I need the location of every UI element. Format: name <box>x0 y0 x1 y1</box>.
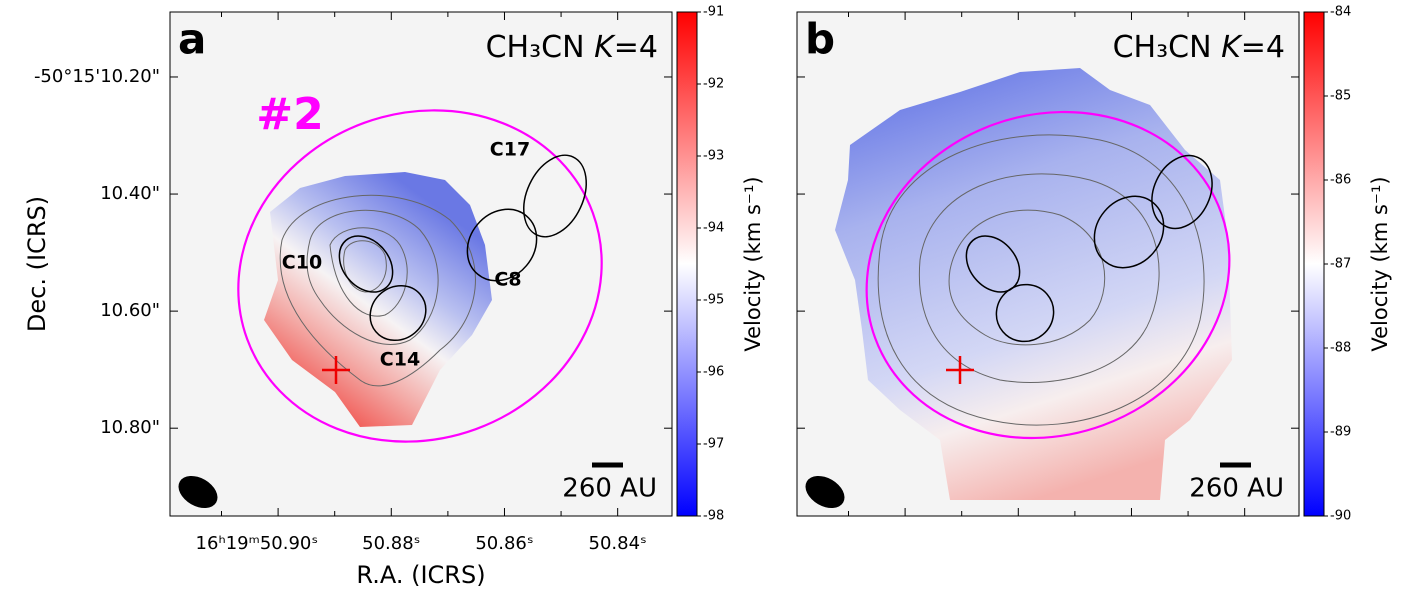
colorbar-tick-label: -98 <box>703 509 724 524</box>
colorbar-tick-label: -88 <box>1330 341 1351 356</box>
colorbar-tick-label: -87 <box>1330 257 1351 272</box>
panel-title: CH₃CN K=4 <box>1113 30 1285 65</box>
figure: 16ʰ19ᵐ50.90ˢ 50.88ˢ 50.86ˢ 50.84ˢ -50°15'10.… <box>0 0 1403 592</box>
title-part: CH₃CN <box>1113 30 1221 65</box>
title-part: CH₃CN <box>486 30 594 65</box>
colorbar-tick-label: -84 <box>1330 5 1351 20</box>
colorbar-tick-label: -85 <box>1330 89 1351 104</box>
x-tick-label: 50.86ˢ <box>475 533 533 554</box>
scale-bar-label: 260 AU <box>1189 474 1284 504</box>
title-part: =4 <box>614 30 658 65</box>
core-label: C10 <box>282 252 322 274</box>
colorbar-tick-label: -95 <box>703 293 724 308</box>
y-tick-label: 10.40" <box>100 183 160 204</box>
panel-label: b <box>805 15 835 64</box>
title-part: K <box>594 30 616 65</box>
colorbar-label: Velocity (km s⁻¹) <box>741 176 765 351</box>
scale-bar-label: 260 AU <box>562 474 657 504</box>
x-tick-label: 50.88ˢ <box>362 533 420 554</box>
x-axis-label: R.A. (ICRS) <box>356 561 485 589</box>
core-label: C8 <box>494 269 521 291</box>
x-tick-label: 50.84ˢ <box>589 533 647 554</box>
title-part: =4 <box>1241 30 1285 65</box>
x-tick-label: 16ʰ19ᵐ50.90ˢ <box>196 533 319 554</box>
y-tick-label: 10.80" <box>100 417 160 438</box>
colorbar-tick-label: -96 <box>703 365 724 380</box>
colorbar-tick-label: -91 <box>703 5 724 20</box>
y-axis-label: Dec. (ICRS) <box>23 196 51 332</box>
panel-label: a <box>178 15 206 64</box>
y-tick-label: -50°15'10.20" <box>34 66 160 87</box>
colorbar-tick-label: -97 <box>703 437 724 452</box>
region-label: #2 <box>256 89 323 140</box>
colorbar-tick-label: -93 <box>703 149 724 164</box>
colorbar-tick-label: -90 <box>1330 509 1351 524</box>
colorbar <box>1304 12 1324 516</box>
colorbar-tick-label: -94 <box>703 221 724 236</box>
y-tick-label: 10.60" <box>100 300 160 321</box>
colorbar-label: Velocity (km s⁻¹) <box>1368 176 1392 351</box>
colorbar-tick-label: -89 <box>1330 425 1351 440</box>
colorbar <box>677 12 697 516</box>
title-part: K <box>1221 30 1243 65</box>
core-label: C14 <box>380 349 420 371</box>
colorbar-tick-label: -92 <box>703 77 724 92</box>
panel-title: CH₃CN K=4 <box>486 30 658 65</box>
colorbar-tick-label: -86 <box>1330 173 1351 188</box>
core-label: C17 <box>490 139 530 161</box>
